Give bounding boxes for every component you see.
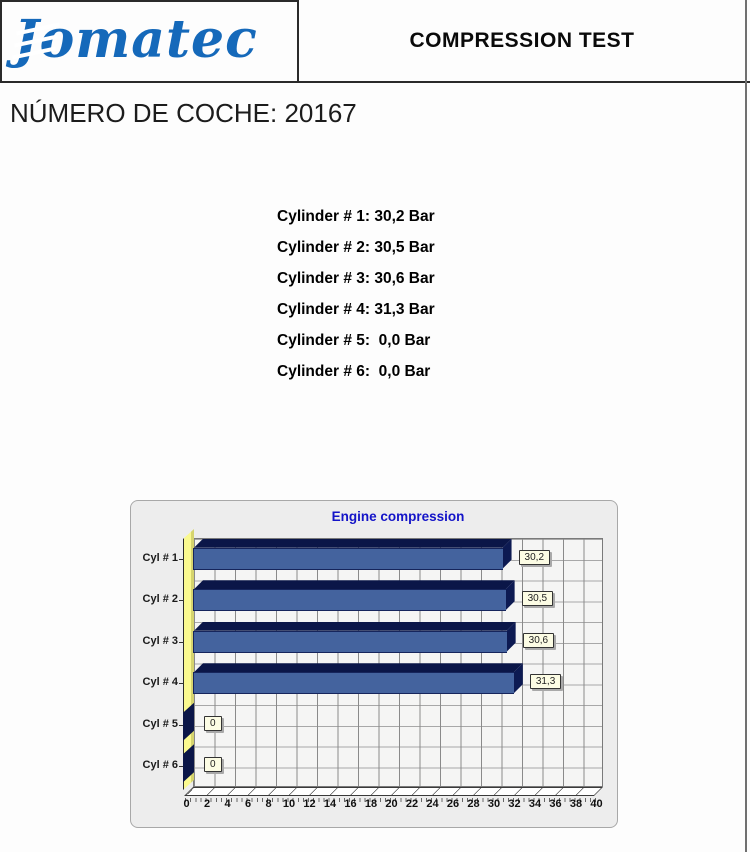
bar-value-label-cyl-2: 30,5 bbox=[521, 591, 554, 607]
compression-bar-cyl-4 bbox=[193, 672, 514, 695]
x-axis-minor-ticks bbox=[185, 798, 597, 802]
x-axis-tick-label-2: 2 bbox=[203, 798, 211, 810]
category-label-cyl-2: Cyl # 2 bbox=[142, 593, 178, 606]
x-axis-tick-label-38: 38 bbox=[569, 798, 583, 810]
category-label-cyl-4: Cyl # 4 bbox=[142, 676, 178, 689]
x-axis-tick-label-8: 8 bbox=[265, 798, 272, 810]
jomatec-logo: Jomatec bbox=[14, 9, 258, 70]
x-axis-tick-label-6: 6 bbox=[244, 798, 252, 810]
category-tick-cyl-6 bbox=[179, 766, 184, 768]
x-axis-tick-label-40: 40 bbox=[590, 798, 603, 810]
x-axis-tick-label-26: 26 bbox=[446, 798, 460, 810]
bar-value-label-cyl-1: 30,2 bbox=[518, 549, 551, 565]
cylinder-reading-5: Cylinder # 5: 0,0 Bar bbox=[277, 332, 431, 349]
cylinder-reading-2: Cylinder # 2: 30,5 Bar bbox=[277, 239, 435, 256]
category-label-cyl-1: Cyl # 1 bbox=[142, 551, 178, 564]
bar-value-label-cyl-4: 31,3 bbox=[529, 674, 562, 690]
chart-3d-floor bbox=[184, 787, 603, 796]
bar-value-label-cyl-5: 0 bbox=[204, 715, 222, 731]
chart-panel: Engine compression Cyl # 1 30,2 Cyl # 2 30,… bbox=[130, 500, 618, 828]
x-axis-tick-label-4: 4 bbox=[224, 798, 231, 810]
cylinder-reading-1: Cylinder # 1: 30,2 Bar bbox=[277, 208, 435, 225]
compression-bar-cyl-1 bbox=[193, 547, 503, 570]
compression-bar-cyl-5 bbox=[183, 703, 194, 741]
cylinder-reading-3: Cylinder # 3: 30,6 Bar bbox=[277, 270, 435, 287]
x-axis-tick-label-30: 30 bbox=[487, 798, 501, 810]
chart-plot-grid bbox=[193, 538, 603, 787]
x-axis-tick-label-18: 18 bbox=[364, 798, 378, 810]
category-tick-cyl-3 bbox=[179, 641, 184, 643]
x-axis-tick-label-14: 14 bbox=[323, 798, 337, 810]
category-label-cyl-6: Cyl # 6 bbox=[142, 759, 178, 772]
x-axis-tick-label-16: 16 bbox=[344, 798, 357, 810]
chart-left-wall bbox=[183, 529, 194, 790]
x-axis-tick-label-22: 22 bbox=[405, 798, 419, 810]
x-axis-tick-label-0: 0 bbox=[183, 798, 190, 810]
page-right-border bbox=[745, 0, 747, 852]
compression-bar-cyl-3 bbox=[193, 630, 507, 653]
header-top-border bbox=[0, 0, 299, 2]
compression-bar-cyl-6 bbox=[183, 744, 194, 782]
x-axis-tick-label-34: 34 bbox=[528, 798, 542, 810]
cylinder-readings-list: Cylinder # 1: 30,2 Bar Cylinder # 2: 30,5… bbox=[277, 201, 435, 387]
category-tick-cyl-4 bbox=[179, 683, 184, 685]
x-axis-tick-label-32: 32 bbox=[508, 798, 521, 810]
category-label-cyl-3: Cyl # 3 bbox=[142, 634, 178, 647]
header-bottom-rule bbox=[0, 81, 750, 83]
category-tick-cyl-2 bbox=[179, 600, 184, 602]
header-divider-line bbox=[297, 0, 299, 82]
header-left-border bbox=[0, 0, 2, 82]
x-axis-tick-label-20: 20 bbox=[385, 798, 398, 810]
category-label-cyl-5: Cyl # 5 bbox=[142, 717, 178, 730]
x-axis-tick-label-36: 36 bbox=[549, 798, 562, 810]
x-axis-tick-label-10: 10 bbox=[282, 798, 296, 810]
cylinder-reading-6: Cylinder # 6: 0,0 Bar bbox=[277, 363, 431, 380]
bar-value-label-cyl-3: 30,6 bbox=[522, 632, 555, 648]
x-axis-tick-label-12: 12 bbox=[303, 798, 316, 810]
x-axis-tick-label-24: 24 bbox=[426, 798, 439, 810]
compression-bar-cyl-2 bbox=[193, 589, 506, 612]
compression-test-title: COMPRESSION TEST bbox=[409, 28, 635, 52]
chart-title: Engine compression bbox=[331, 509, 465, 524]
bar-value-label-cyl-6: 0 bbox=[204, 757, 222, 773]
car-number-heading: NÚMERO DE COCHE: 20167 bbox=[10, 98, 357, 128]
category-tick-cyl-1 bbox=[179, 558, 184, 560]
x-axis-tick-label-28: 28 bbox=[467, 798, 480, 810]
cylinder-reading-4: Cylinder # 4: 31,3 Bar bbox=[277, 301, 435, 318]
category-tick-cyl-5 bbox=[179, 724, 184, 726]
